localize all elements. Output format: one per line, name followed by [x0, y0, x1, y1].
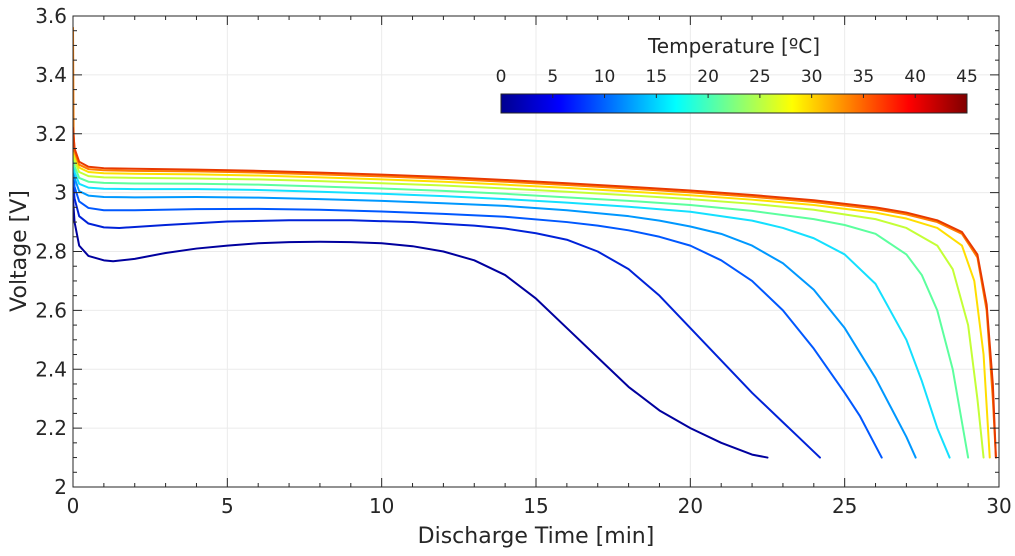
colorbar-tick-label: 15	[646, 67, 668, 87]
y-tick-label: 2	[54, 475, 67, 499]
x-tick-label: 20	[678, 494, 703, 518]
colorbar-tick-label: 5	[547, 67, 558, 87]
colorbar-tick-label: 10	[594, 67, 616, 87]
tick-marks	[72, 15, 1000, 488]
series-line-0c	[73, 197, 769, 459]
colorbar-tick-labels: 0 5 10 15 20 25 30 35 40 45	[496, 67, 978, 87]
series-group	[73, 26, 997, 459]
x-tick-label: 15	[523, 494, 548, 518]
colorbar-ticks	[500, 94, 968, 98]
colorbar-tick-label: 45	[956, 67, 978, 87]
y-tick-labels: 2 2.2 2.4 2.6 2.8 3 3.2 3.4 3.6	[35, 4, 67, 499]
x-tick-label: 5	[221, 494, 234, 518]
x-tick-label: 25	[832, 494, 857, 518]
series-line-20c	[73, 153, 951, 459]
colorbar-tick-label: 30	[801, 67, 823, 87]
colorbar-tick-label: 20	[697, 67, 719, 87]
y-tick-label: 2.2	[35, 416, 67, 440]
series-line-30c	[73, 141, 985, 459]
colorbar-tick-label: 40	[904, 67, 926, 87]
x-tick-label: 10	[369, 494, 394, 518]
colorbar-tick-label: 0	[496, 67, 507, 87]
y-tick-label: 2.4	[35, 357, 67, 381]
y-axis-title: Voltage [V]	[7, 190, 32, 312]
y-tick-label: 3.6	[35, 4, 67, 28]
series-line-10c	[73, 168, 883, 459]
colorbar-title: Temperature [ºC]	[647, 34, 820, 58]
y-tick-label: 3.2	[35, 122, 67, 146]
colorbar: Temperature [ºC] 0 5 10 15 20 25 30 35 40 45	[496, 34, 978, 114]
y-tick-label: 2.8	[35, 240, 67, 264]
colorbar-bar	[500, 93, 968, 114]
colorbar-tick-label: 25	[749, 67, 771, 87]
x-axis-title: Discharge Time [min]	[418, 524, 655, 549]
colorbar-tick-label: 35	[853, 67, 875, 87]
x-tick-labels: 0 5 10 15 20 25 30	[67, 494, 1012, 518]
series-line-45c	[73, 126, 997, 459]
series-line-40c	[73, 26, 997, 459]
y-tick-label: 3.4	[35, 63, 67, 87]
x-tick-label: 30	[986, 494, 1011, 518]
series-line-35c	[73, 132, 991, 459]
series-line-15c	[73, 159, 917, 459]
y-tick-label: 2.6	[35, 298, 67, 322]
series-line-5c	[73, 179, 821, 459]
y-tick-label: 3	[54, 181, 67, 205]
x-tick-label: 0	[67, 494, 80, 518]
series-line-25c	[73, 147, 970, 459]
